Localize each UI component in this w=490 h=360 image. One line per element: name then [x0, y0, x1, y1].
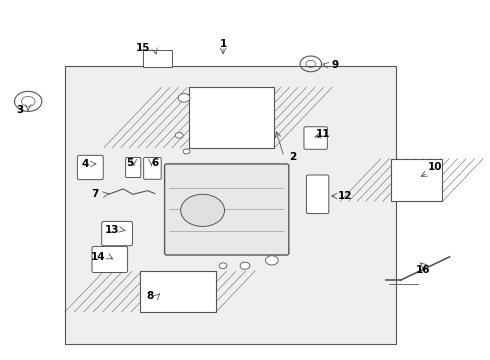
Bar	[140, 271, 216, 312]
FancyBboxPatch shape	[304, 127, 327, 149]
Text: 14: 14	[91, 252, 105, 262]
FancyBboxPatch shape	[306, 175, 329, 213]
Bar	[65, 66, 396, 344]
Text: 12: 12	[338, 191, 353, 201]
Text: 13: 13	[105, 225, 120, 235]
FancyBboxPatch shape	[165, 164, 289, 255]
Text: 9: 9	[332, 60, 339, 70]
FancyBboxPatch shape	[92, 247, 127, 273]
Text: 8: 8	[147, 291, 154, 301]
Circle shape	[219, 263, 227, 269]
Circle shape	[266, 256, 278, 265]
Circle shape	[240, 262, 250, 269]
Bar	[143, 50, 172, 67]
Bar	[140, 271, 216, 312]
Text: 1: 1	[220, 39, 227, 49]
FancyBboxPatch shape	[102, 221, 132, 246]
Circle shape	[175, 132, 183, 138]
Text: 2: 2	[289, 152, 296, 162]
Text: 7: 7	[91, 189, 98, 199]
Text: 10: 10	[428, 162, 442, 172]
Text: 16: 16	[416, 265, 430, 275]
Text: 15: 15	[135, 43, 150, 53]
Text: 4: 4	[81, 159, 89, 169]
Circle shape	[181, 194, 224, 226]
FancyBboxPatch shape	[125, 157, 141, 177]
FancyBboxPatch shape	[144, 157, 161, 179]
Bar	[189, 87, 274, 148]
Circle shape	[178, 94, 190, 102]
FancyBboxPatch shape	[77, 156, 103, 180]
Circle shape	[183, 149, 190, 154]
Text: 3: 3	[16, 105, 24, 115]
Text: 11: 11	[316, 129, 330, 139]
Bar	[391, 158, 442, 202]
Text: 5: 5	[126, 158, 133, 168]
Text: 6: 6	[151, 158, 158, 168]
Bar	[391, 158, 442, 202]
Bar	[189, 87, 274, 148]
